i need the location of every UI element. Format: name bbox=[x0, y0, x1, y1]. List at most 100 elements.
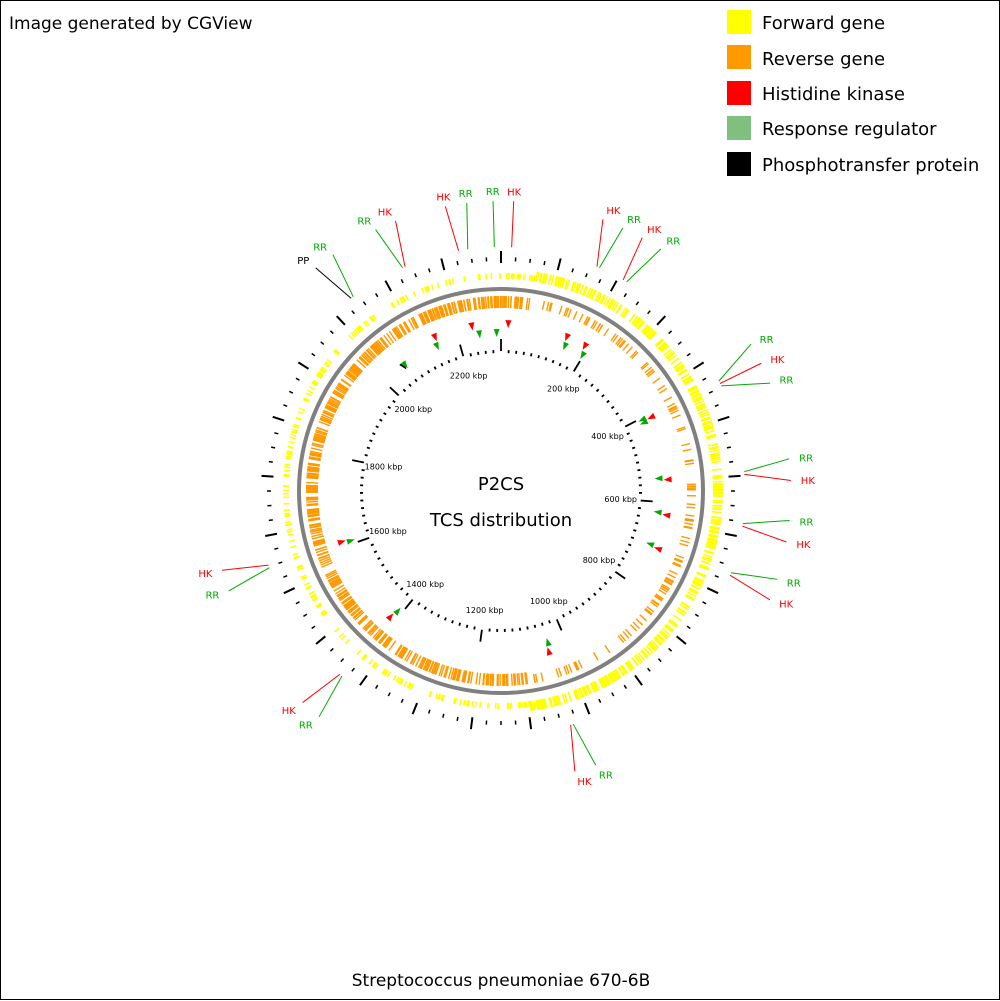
callout-line bbox=[599, 228, 622, 268]
reverse-gene-mark bbox=[684, 523, 693, 525]
outer-tick bbox=[261, 476, 273, 477]
callout-line bbox=[731, 573, 777, 580]
ruler-tick bbox=[632, 447, 635, 448]
outer-tick bbox=[709, 391, 713, 393]
outer-tick bbox=[599, 699, 601, 703]
outer-tick bbox=[530, 259, 531, 263]
forward-gene-mark bbox=[532, 275, 533, 281]
reverse-gene-mark bbox=[487, 674, 488, 686]
reverse-gene-mark bbox=[686, 507, 695, 508]
tcs-marker-hk bbox=[505, 320, 511, 328]
ruler-tick bbox=[467, 625, 468, 628]
forward-gene-mark bbox=[436, 693, 438, 699]
forward-gene-mark bbox=[432, 284, 434, 290]
ruler-tick-label: 200 kbp bbox=[547, 384, 580, 393]
ruler-tick bbox=[618, 564, 621, 566]
callout-label-rr: RR bbox=[799, 454, 813, 465]
forward-gene-mark bbox=[290, 437, 296, 438]
legend-label-forward-gene: Forward gene bbox=[762, 13, 885, 34]
forward-gene-mark bbox=[349, 335, 353, 339]
callout-label-hk: HK bbox=[436, 193, 451, 204]
ruler-tick bbox=[609, 577, 611, 579]
forward-gene-mark bbox=[422, 288, 424, 294]
forward-gene-mark bbox=[284, 510, 290, 511]
forward-gene-mark bbox=[413, 291, 415, 296]
callout-line bbox=[743, 520, 790, 523]
outer-tick bbox=[441, 259, 444, 271]
legend-label-reverse-gene: Reverse gene bbox=[762, 49, 885, 70]
outer-tick bbox=[385, 281, 391, 292]
ruler-tick bbox=[607, 401, 609, 403]
outer-tick bbox=[401, 279, 403, 283]
ruler-tick bbox=[448, 360, 449, 363]
forward-gene-mark bbox=[524, 274, 525, 280]
forward-gene-mark bbox=[713, 476, 723, 477]
reverse-gene-mark bbox=[479, 673, 480, 685]
callout-line bbox=[571, 725, 575, 772]
forward-gene-mark bbox=[712, 506, 722, 507]
callout-label-rr: RR bbox=[666, 237, 680, 248]
outer-tick bbox=[337, 316, 345, 325]
outer-tick bbox=[471, 717, 473, 729]
ruler-tick bbox=[604, 582, 606, 584]
forward-gene-mark bbox=[446, 280, 448, 286]
forward-gene-mark bbox=[526, 702, 527, 708]
reverse-gene-mark bbox=[488, 296, 489, 308]
outer-tick bbox=[729, 462, 733, 463]
callout-line bbox=[719, 344, 751, 381]
outer-tick bbox=[530, 717, 532, 729]
ruler-tick bbox=[599, 588, 601, 590]
ruler-tick-label: 1400 kbp bbox=[406, 580, 444, 589]
ruler-tick-label: 2000 kbp bbox=[394, 405, 432, 414]
callout-line bbox=[623, 238, 642, 280]
outer-tick bbox=[401, 699, 403, 703]
ruler-tick bbox=[452, 620, 453, 623]
tcs-marker-hk bbox=[664, 476, 672, 482]
ruler-tick bbox=[376, 426, 379, 427]
forward-gene-mark bbox=[284, 513, 290, 514]
ruler-tick bbox=[470, 353, 471, 356]
tcs-marker-rr bbox=[393, 608, 400, 616]
ruler-tick-label: 600 kbp bbox=[604, 495, 637, 504]
tcs-marker-hk bbox=[547, 647, 553, 656]
reverse-gene-mark bbox=[476, 672, 478, 684]
ruler-tick bbox=[566, 367, 567, 370]
ruler-tick bbox=[635, 523, 638, 524]
callout-label-rr: RR bbox=[486, 187, 500, 198]
callout-line bbox=[744, 459, 789, 472]
forward-gene-mark bbox=[529, 701, 530, 707]
forward-gene-mark bbox=[299, 408, 305, 410]
forward-gene-mark bbox=[286, 524, 292, 525]
outer-tick bbox=[312, 353, 315, 355]
ruler-tick bbox=[576, 607, 578, 610]
tcs-marker-hk bbox=[565, 333, 571, 342]
forward-gene-mark bbox=[534, 276, 535, 282]
outer-tick bbox=[703, 602, 707, 604]
ruler-tick-label: 2200 kbp bbox=[450, 371, 488, 380]
reverse-gene-mark bbox=[311, 448, 323, 451]
outer-tick bbox=[636, 302, 638, 305]
ruler-tick bbox=[531, 353, 532, 356]
reverse-gene-mark bbox=[679, 543, 688, 546]
tcs-marker-hk bbox=[583, 341, 590, 349]
ruler-tick bbox=[542, 623, 543, 626]
outer-tick bbox=[341, 659, 344, 662]
reverse-gene-mark bbox=[542, 301, 544, 310]
ruler-tick bbox=[630, 440, 633, 441]
reverse-gene-mark bbox=[672, 415, 680, 419]
tcs-marker-rr bbox=[563, 342, 569, 350]
map-subtitle: TCS distribution bbox=[429, 510, 572, 531]
outer-tick bbox=[678, 342, 681, 345]
forward-gene-mark bbox=[437, 282, 439, 288]
reverse-gene-mark bbox=[410, 653, 416, 664]
ruler-tick bbox=[395, 582, 397, 584]
reverse-gene-mark bbox=[594, 652, 598, 660]
outer-tick bbox=[725, 534, 737, 536]
callout-label-rr: RR bbox=[459, 189, 473, 200]
ruler-tick bbox=[424, 607, 426, 610]
callout-label-hk: HK bbox=[282, 706, 297, 717]
ruler-tick bbox=[569, 611, 570, 614]
reverse-gene-mark bbox=[653, 378, 660, 383]
ruler-tick bbox=[364, 523, 367, 524]
